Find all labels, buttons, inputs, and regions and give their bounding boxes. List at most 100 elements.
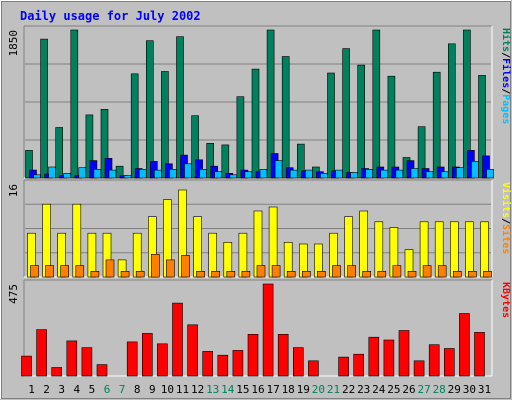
bar-pages-day-20 <box>320 173 328 179</box>
bar-kbytes-day-14 <box>217 354 229 377</box>
x-tick-label-day-26: 26 <box>402 383 415 396</box>
bar-hits-day-15 <box>236 96 245 179</box>
bar-sites-day-8 <box>135 270 145 278</box>
bar-pages-day-31 <box>486 169 494 179</box>
bar-kbytes-day-12 <box>187 324 198 377</box>
bar-kbytes-day-4 <box>66 340 78 377</box>
bar-kbytes-day-18 <box>277 333 289 377</box>
bar-kbytes-day-9 <box>142 333 153 377</box>
bar-kbytes-day-13 <box>202 351 213 377</box>
x-axis-day-labels: 1 2 3 4 5 6 7 8 9 10 11 12 13 14 15 16 17 18 19 20 21 22 23 24 2… <box>28 383 491 396</box>
legend-item-files: Files <box>500 58 512 88</box>
bar-kbytes-day-30 <box>459 313 470 377</box>
bar-pages-day-6 <box>108 169 117 179</box>
bar-visits-day-8 <box>132 232 142 278</box>
bar-kbytes-day-5 <box>81 347 93 377</box>
bar-pages-day-27 <box>425 171 434 179</box>
legend-top: Hits/Files/Pages <box>500 28 512 124</box>
bar-pages-day-3 <box>63 173 72 179</box>
panel-visits-sites: 16 Visits/Sites <box>7 179 512 278</box>
x-tick-label-day-30: 30 <box>463 383 476 396</box>
bar-sites-day-2 <box>45 265 54 278</box>
legend-item-pages: Pages <box>500 94 511 124</box>
x-tick-label-day-22: 22 <box>342 383 355 396</box>
bar-hits-day-24 <box>372 29 381 179</box>
bar-sites-day-7 <box>120 270 130 278</box>
bar-kbytes-day-15 <box>232 350 244 377</box>
y-max-label-middle: 16 <box>7 184 20 197</box>
bar-sites-day-31 <box>483 270 492 278</box>
bar-hits-day-18 <box>281 56 290 179</box>
bar-pages-day-8 <box>138 169 147 179</box>
panel-kbytes: 475 KBytes <box>7 279 511 377</box>
bar-pages-day-22 <box>350 172 358 179</box>
bar-sites-day-13 <box>211 270 220 278</box>
bar-hits-day-9 <box>146 40 154 179</box>
bar-sites-day-5 <box>90 270 100 278</box>
bar-visits-day-30 <box>465 221 474 278</box>
bar-hits-day-29 <box>447 43 456 179</box>
bar-pages-day-4 <box>78 167 87 179</box>
x-tick-label-day-19: 19 <box>297 383 310 396</box>
bar-sites-day-23 <box>362 270 372 278</box>
bar-sites-day-4 <box>75 265 85 278</box>
bar-visits-day-31 <box>480 221 489 278</box>
legend-bottom: KBytes <box>500 282 511 318</box>
bar-visits-day-15 <box>238 232 248 278</box>
bar-pages-day-2 <box>48 166 56 179</box>
bar-pages-day-15 <box>244 171 253 179</box>
bar-hits-day-27 <box>417 126 426 179</box>
legend-item-sites: Sites <box>500 224 512 254</box>
bar-kbytes-day-23 <box>353 353 365 377</box>
bar-pages-day-14 <box>229 174 238 179</box>
bar-hits-day-4 <box>70 29 79 179</box>
legend-item-kbytes: KBytes <box>500 282 511 318</box>
bar-hits-day-2 <box>40 38 48 179</box>
x-tick-label-day-16: 16 <box>251 383 264 396</box>
bar-sites-day-6 <box>105 259 115 278</box>
bar-pages-day-10 <box>169 169 177 179</box>
bar-hits-day-21 <box>327 72 335 179</box>
bar-sites-day-28 <box>437 265 447 278</box>
bar-pages-day-17 <box>274 160 283 179</box>
x-tick-label-day-9: 9 <box>149 383 156 396</box>
bar-hits-day-19 <box>296 143 305 179</box>
bar-kbytes-day-17 <box>262 283 274 377</box>
legend-item-slash: / <box>500 88 511 94</box>
bar-sites-day-26 <box>407 270 417 278</box>
x-tick-label-day-10: 10 <box>161 383 174 396</box>
bar-kbytes-day-6 <box>96 364 108 377</box>
bar-hits-day-7 <box>115 165 124 179</box>
x-tick-label-day-12: 12 <box>191 383 204 396</box>
x-tick-label-day-21: 21 <box>327 383 340 396</box>
bar-sites-day-24 <box>377 270 387 278</box>
bar-kbytes-day-16 <box>247 333 259 377</box>
bar-hits-day-5 <box>85 114 94 179</box>
bar-files-day-6 <box>104 158 113 179</box>
bar-sites-day-16 <box>256 265 266 278</box>
bar-pages-day-11 <box>184 163 192 179</box>
bar-hits-day-12 <box>191 115 199 179</box>
x-tick-label-day-25: 25 <box>387 383 400 396</box>
x-tick-label-day-20: 20 <box>312 383 325 396</box>
bar-kbytes-day-27 <box>413 360 425 377</box>
bar-hits-day-17 <box>266 29 275 179</box>
bar-hits-day-1 <box>25 150 33 179</box>
bar-pages-day-30 <box>471 161 479 179</box>
x-tick-label-day-5: 5 <box>89 383 96 396</box>
bar-visits-day-13 <box>208 232 217 278</box>
x-tick-label-day-2: 2 <box>43 383 50 396</box>
y-max-label-bottom: 475 <box>7 284 20 304</box>
bar-kbytes-day-22 <box>338 356 349 377</box>
bar-hits-day-10 <box>161 71 169 179</box>
bar-sites-day-12 <box>196 270 205 278</box>
bar-kbytes-day-1 <box>21 355 32 377</box>
bar-sites-day-9 <box>151 254 160 278</box>
bar-files-day-1 <box>29 169 37 179</box>
x-tick-label-day-28: 28 <box>433 383 446 396</box>
bar-pages-day-19 <box>304 169 313 179</box>
bar-hits-day-8 <box>130 73 139 179</box>
bar-kbytes-day-11 <box>172 302 183 377</box>
legend-item-hits: Hits <box>500 28 512 52</box>
